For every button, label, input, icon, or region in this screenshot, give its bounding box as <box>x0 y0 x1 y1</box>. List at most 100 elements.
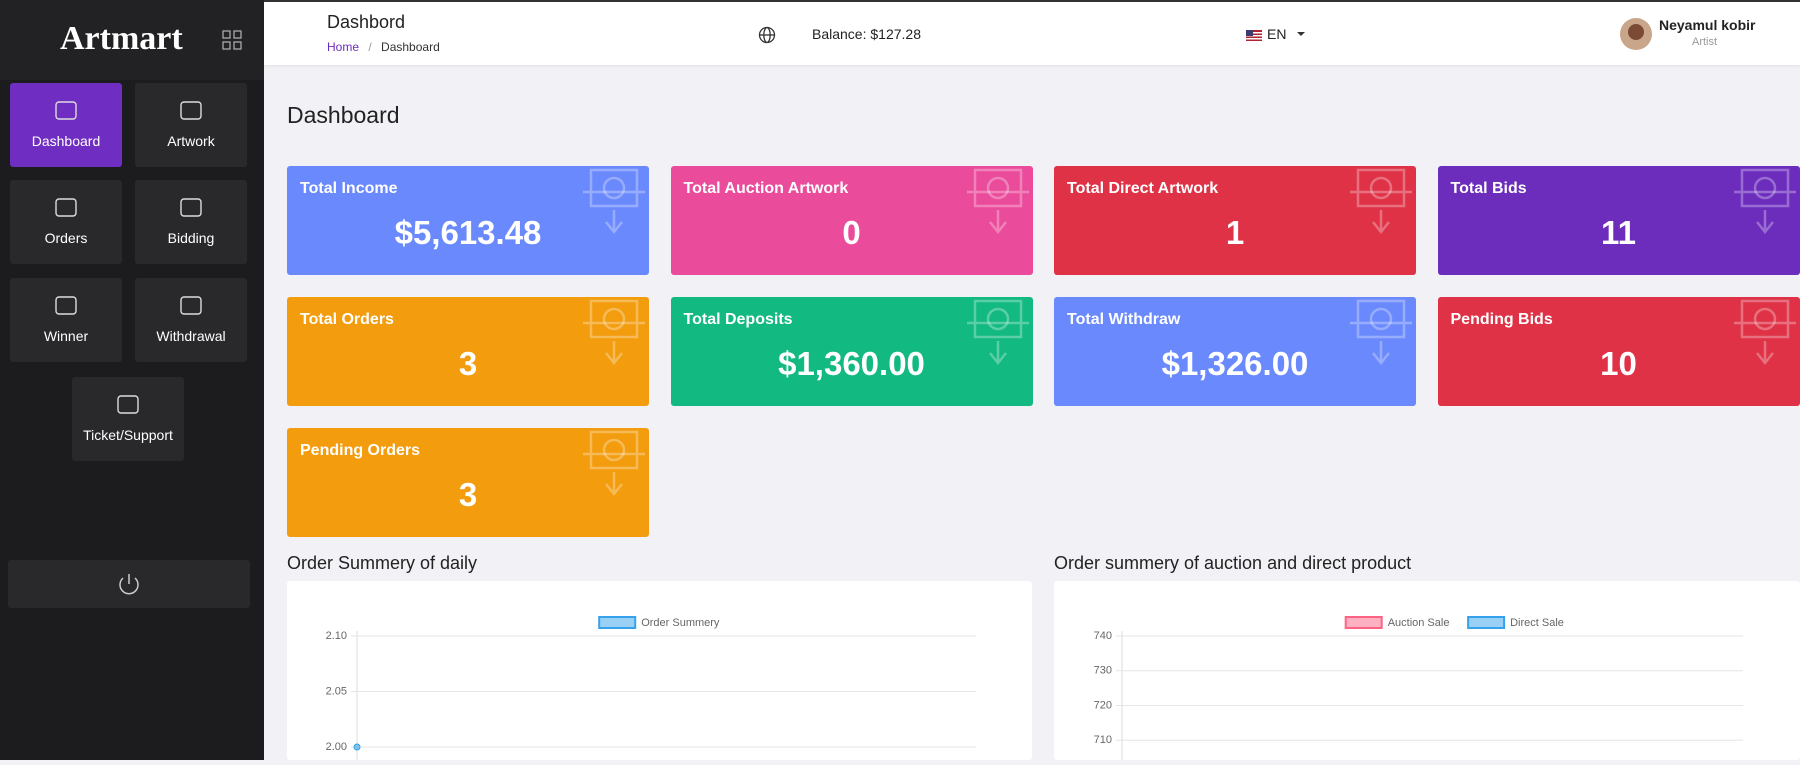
icon-shape <box>1350 168 1412 235</box>
nav-label: Winner <box>43 328 89 344</box>
icon-shape <box>583 430 645 497</box>
card-icon <box>1733 168 1796 235</box>
card-label: Pending Orders <box>300 442 421 459</box>
card-value: 3 <box>458 476 478 513</box>
nav-icon <box>55 296 77 315</box>
card-value: 11 <box>1601 214 1636 251</box>
card-label: Total Income <box>300 180 398 197</box>
logout-button[interactable] <box>8 560 250 608</box>
icon-shape <box>55 296 77 315</box>
card-icon <box>583 168 645 235</box>
globe-icon[interactable] <box>758 26 776 44</box>
card-label: Pending Bids <box>1450 311 1553 328</box>
card-label: Total Direct Artwork <box>1067 180 1219 197</box>
dropdown-caret[interactable] <box>1296 30 1306 38</box>
nav-label: Withdrawal <box>156 328 226 344</box>
stat-card: Total Orders 3 <box>287 297 649 406</box>
nav-item[interactable]: Orders <box>10 180 122 264</box>
stat-card: Total Income $5,613.48 <box>287 166 649 275</box>
card-icon <box>1350 299 1412 366</box>
breadcrumb-link[interactable]: Home <box>327 40 360 54</box>
nav-label: Bidding <box>167 230 215 246</box>
card-icon <box>966 168 1029 235</box>
nav-label: Dashboard <box>31 133 101 149</box>
power-icon <box>119 574 139 595</box>
nav-item[interactable]: Ticket/Support <box>72 377 184 461</box>
balance: Balance: $127.28 <box>812 26 921 42</box>
icon-shape <box>1753 176 1776 200</box>
nav-item[interactable]: Dashboard <box>10 83 122 167</box>
top-border <box>0 0 1800 2</box>
nav-label: Artwork <box>167 133 215 149</box>
data-point <box>353 743 361 751</box>
icon-shape <box>180 101 202 120</box>
breadcrumb: Home / Dashboard <box>327 40 440 54</box>
stat-card: Pending Bids 10 <box>1437 297 1800 406</box>
legend-label: Direct Sale <box>1510 617 1564 629</box>
language[interactable]: EN <box>1267 26 1287 42</box>
legend-swatch <box>598 616 637 629</box>
y-tick-label: 2.10 <box>326 630 347 642</box>
logo-bar: Artmart <box>0 0 264 80</box>
icon-shape <box>602 307 626 331</box>
chart-title: Order Summery of daily <box>287 553 478 573</box>
card-label: Total Bids <box>1450 180 1527 197</box>
nav-icon <box>180 101 202 120</box>
icon-shape <box>583 168 645 235</box>
user-name[interactable]: Neyamul kobir <box>1659 17 1756 33</box>
stat-card: Total Bids 11 <box>1437 166 1800 275</box>
legend-swatch <box>1467 616 1506 629</box>
nav-icon <box>180 198 202 217</box>
card-value: 1 <box>1225 214 1245 251</box>
menu-toggle[interactable] <box>222 30 242 50</box>
chart-svg: Auction Sale Direct Sale 740 730 720 710 <box>1094 616 1743 760</box>
topbar: Dashbord Home / Dashboard Balance: $127.… <box>264 2 1800 65</box>
y-tick-label: 730 <box>1094 665 1112 677</box>
card-icon <box>583 299 645 366</box>
y-tick-label: 2.00 <box>326 741 347 753</box>
card-icon <box>1733 299 1796 366</box>
nav-icon <box>55 198 77 217</box>
sidebar: Artmart Dashboard Artwork Orders Bidding Win… <box>0 0 264 760</box>
icon-shape <box>55 198 77 217</box>
nav-label: Ticket/Support <box>83 427 173 443</box>
icon-shape <box>986 307 1009 331</box>
nav-item[interactable]: Artwork <box>135 83 247 167</box>
card-label: Total Auction Artwork <box>683 180 849 197</box>
nav-icon <box>117 395 139 414</box>
nav-item[interactable]: Winner <box>10 278 122 362</box>
nav-item[interactable]: Bidding <box>135 180 247 264</box>
card-value: 10 <box>1600 345 1637 382</box>
stat-card: Total Deposits $1,360.00 <box>670 297 1033 406</box>
brand[interactable]: Artmart <box>60 20 183 57</box>
y-tick-label: 710 <box>1094 734 1112 746</box>
icon-shape <box>180 198 202 217</box>
icon-shape <box>966 299 1029 366</box>
icon-shape <box>602 438 626 462</box>
card-value: $1,360.00 <box>778 345 925 382</box>
stat-card: Total Direct Artwork 1 <box>1054 166 1416 275</box>
page-title: Dashboard <box>287 102 400 128</box>
icon-shape <box>117 395 139 414</box>
card-label: Total Deposits <box>683 311 793 328</box>
icon-shape <box>180 296 202 315</box>
icon-shape <box>1733 168 1796 235</box>
user-role: Artist <box>1692 36 1718 48</box>
nav-item[interactable]: Withdrawal <box>135 278 247 362</box>
chart: Auction Sale Direct Sale 740 730 720 710 <box>1054 581 1800 760</box>
stat-card: Total Auction Artwork 0 <box>670 166 1033 275</box>
y-tick-label: 740 <box>1094 630 1112 642</box>
header-title: Dashbord <box>327 12 406 32</box>
legend-label: Auction Sale <box>1388 617 1450 629</box>
avatar[interactable] <box>1619 14 1653 54</box>
card-icon <box>583 430 645 497</box>
legend-swatch <box>1344 616 1383 629</box>
chart: Order Summery 2.10 2.05 2.00 <box>287 581 1032 760</box>
nav-icon <box>55 101 77 120</box>
card-value: $1,326.00 <box>1161 345 1309 382</box>
icon-shape <box>602 176 626 200</box>
icon-shape <box>1369 307 1393 331</box>
icon-shape <box>583 299 645 366</box>
y-tick-label: 720 <box>1094 699 1112 711</box>
